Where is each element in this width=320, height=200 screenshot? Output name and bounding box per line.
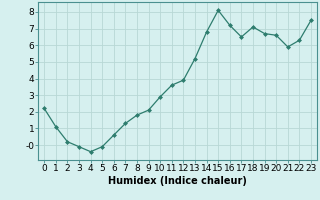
X-axis label: Humidex (Indice chaleur): Humidex (Indice chaleur) xyxy=(108,176,247,186)
